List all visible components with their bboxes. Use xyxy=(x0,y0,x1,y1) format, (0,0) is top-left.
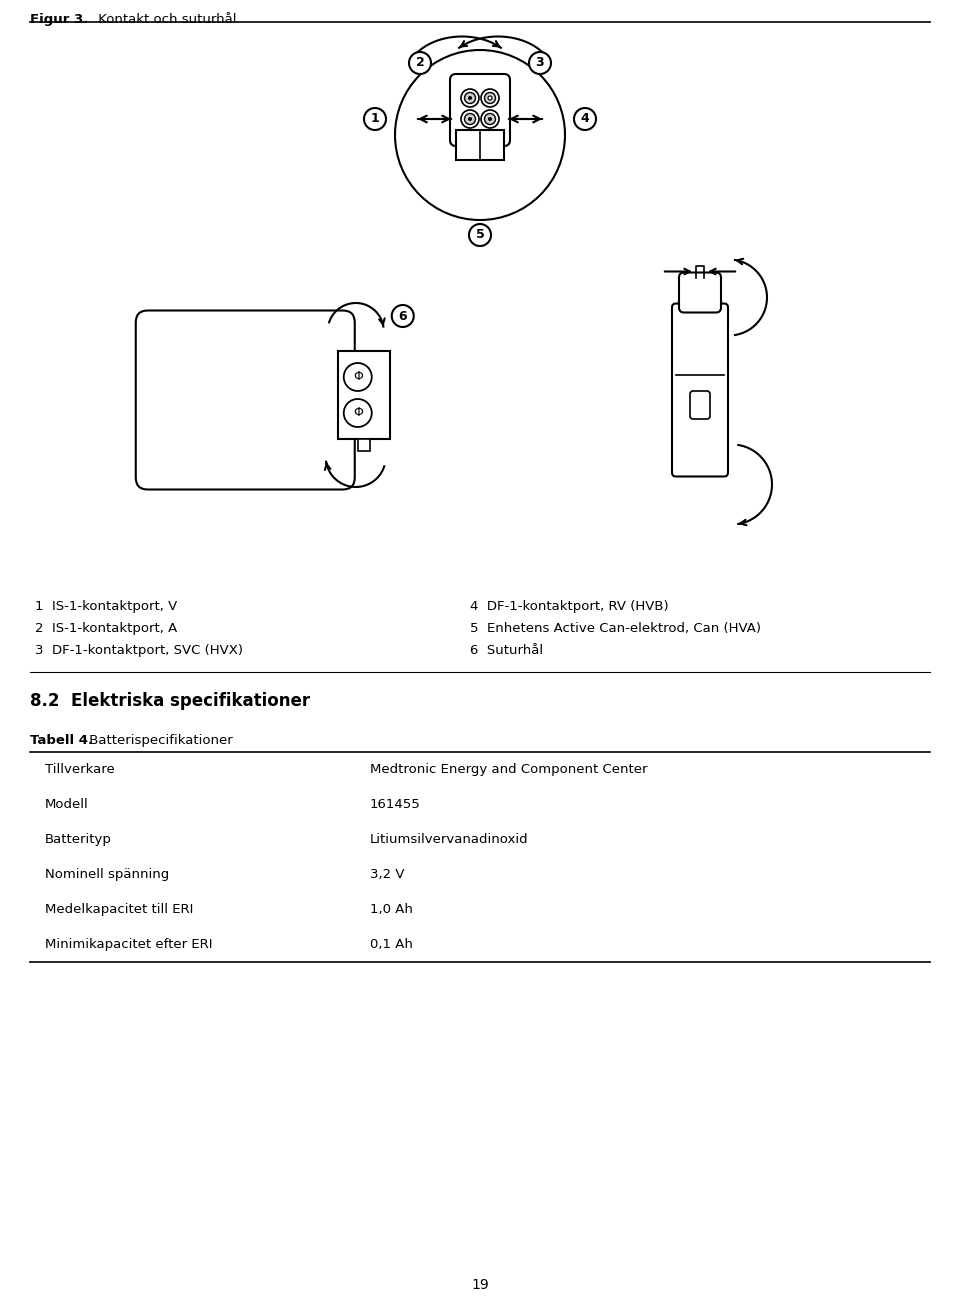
Bar xyxy=(456,130,504,160)
Text: Nominell spänning: Nominell spänning xyxy=(45,868,169,881)
Circle shape xyxy=(364,108,386,130)
Circle shape xyxy=(488,96,492,100)
Text: Medelkapacitet till ERI: Medelkapacitet till ERI xyxy=(45,904,193,917)
Text: 161455: 161455 xyxy=(370,798,420,811)
FancyBboxPatch shape xyxy=(450,74,510,146)
FancyBboxPatch shape xyxy=(135,310,355,490)
Text: Tillverkare: Tillverkare xyxy=(45,763,115,776)
Text: 1,0 Ah: 1,0 Ah xyxy=(370,904,413,917)
Circle shape xyxy=(529,52,551,74)
Text: 4: 4 xyxy=(581,112,589,125)
Text: Minimikapacitet efter ERI: Minimikapacitet efter ERI xyxy=(45,937,212,950)
Circle shape xyxy=(461,109,479,128)
Circle shape xyxy=(574,108,596,130)
Circle shape xyxy=(488,117,492,121)
Circle shape xyxy=(485,92,495,103)
Circle shape xyxy=(481,89,499,107)
Text: Φ: Φ xyxy=(353,371,363,384)
Text: Batterityp: Batterityp xyxy=(45,833,112,846)
Text: 5  Enhetens Active Can-elektrod, Can (HVA): 5 Enhetens Active Can-elektrod, Can (HVA… xyxy=(470,622,761,635)
Circle shape xyxy=(465,92,475,103)
Text: Medtronic Energy and Component Center: Medtronic Energy and Component Center xyxy=(370,763,647,776)
Text: 0,1 Ah: 0,1 Ah xyxy=(370,937,413,950)
Text: 2: 2 xyxy=(416,56,424,69)
Text: Φ: Φ xyxy=(353,406,363,419)
Text: 8.2  Elektriska specifikationer: 8.2 Elektriska specifikationer xyxy=(30,691,310,710)
Circle shape xyxy=(344,363,372,391)
Text: 4  DF-1-kontaktport, RV (HVB): 4 DF-1-kontaktport, RV (HVB) xyxy=(470,600,668,613)
Circle shape xyxy=(485,113,495,125)
Text: 3: 3 xyxy=(536,56,544,69)
Circle shape xyxy=(468,96,472,100)
Circle shape xyxy=(481,109,499,128)
Text: Batterispecifikationer: Batterispecifikationer xyxy=(85,734,232,747)
Text: 1: 1 xyxy=(371,112,379,125)
Circle shape xyxy=(409,52,431,74)
FancyBboxPatch shape xyxy=(679,272,721,312)
Bar xyxy=(338,352,390,439)
Circle shape xyxy=(469,224,491,246)
Text: Tabell 4.: Tabell 4. xyxy=(30,734,93,747)
Circle shape xyxy=(488,96,492,100)
Bar xyxy=(358,439,370,450)
Text: Figur 3.: Figur 3. xyxy=(30,13,88,26)
Circle shape xyxy=(468,117,472,121)
Text: 6  Suturhål: 6 Suturhål xyxy=(470,644,543,658)
Text: 5: 5 xyxy=(475,228,485,241)
Circle shape xyxy=(344,398,372,427)
Text: 2  IS-1-kontaktport, A: 2 IS-1-kontaktport, A xyxy=(35,622,178,635)
Text: Litiumsilvervanadinoxid: Litiumsilvervanadinoxid xyxy=(370,833,529,846)
FancyBboxPatch shape xyxy=(672,303,728,477)
Circle shape xyxy=(465,113,475,125)
Text: Modell: Modell xyxy=(45,798,88,811)
Text: Kontakt och suturhål: Kontakt och suturhål xyxy=(94,13,236,26)
Text: 19: 19 xyxy=(471,1279,489,1292)
Text: 1  IS-1-kontaktport, V: 1 IS-1-kontaktport, V xyxy=(35,600,178,613)
Text: 6: 6 xyxy=(398,310,407,323)
FancyBboxPatch shape xyxy=(690,391,710,419)
Text: 3,2 V: 3,2 V xyxy=(370,868,404,881)
Circle shape xyxy=(461,89,479,107)
Text: 3  DF-1-kontaktport, SVC (HVX): 3 DF-1-kontaktport, SVC (HVX) xyxy=(35,644,243,658)
Circle shape xyxy=(392,305,414,327)
